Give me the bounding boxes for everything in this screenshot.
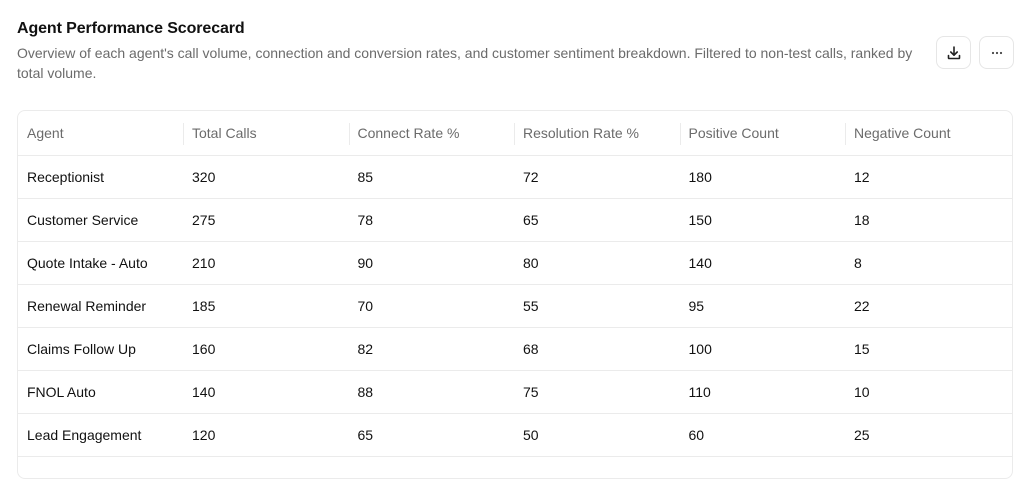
cell-agent: Claims Follow Up: [18, 327, 183, 371]
cell-resolution-rate: 80: [514, 241, 680, 285]
cell-connect-rate: 90: [348, 241, 514, 285]
cell-total-calls: 140: [183, 370, 349, 414]
cell-resolution-rate: 68: [514, 327, 680, 371]
cell-connect-rate: 85: [348, 155, 514, 199]
cell-connect-rate: 82: [348, 327, 514, 371]
card-header: Agent Performance Scorecard Overview of …: [17, 19, 917, 83]
cell-negative-count: 15: [845, 327, 1012, 371]
cell-positive-count: 180: [679, 155, 845, 199]
cell-positive-count: 150: [679, 198, 845, 242]
cell-agent: Customer Service: [18, 198, 183, 242]
column-header-connect-rate[interactable]: Connect Rate %: [348, 111, 514, 156]
table-body: Receptionist 320 85 72 180 12 Customer Service…: [18, 155, 1012, 457]
cell-resolution-rate: 75: [514, 370, 680, 414]
table-row: Renewal Reminder 185 70 55 95 22: [18, 284, 1012, 328]
cell-connect-rate: 70: [348, 284, 514, 328]
cell-resolution-rate: 50: [514, 413, 680, 457]
table-header: Agent Total Calls Connect Rate % Resolution…: [18, 111, 1012, 156]
scorecard-table: Agent Total Calls Connect Rate % Resolution…: [18, 111, 1012, 457]
table-row: Customer Service 275 78 65 150 18: [18, 198, 1012, 242]
column-header-agent[interactable]: Agent: [18, 111, 183, 156]
column-header-negative-count[interactable]: Negative Count: [845, 111, 1012, 156]
column-header-positive-count[interactable]: Positive Count: [679, 111, 845, 156]
cell-resolution-rate: 65: [514, 198, 680, 242]
cell-connect-rate: 78: [348, 198, 514, 242]
cell-connect-rate: 65: [348, 413, 514, 457]
download-icon: [947, 45, 960, 59]
cell-agent: Lead Engagement: [18, 413, 183, 457]
cell-agent: Receptionist: [18, 155, 183, 199]
cell-negative-count: 8: [845, 241, 1012, 285]
more-options-button[interactable]: [979, 36, 1014, 69]
cell-total-calls: 275: [183, 198, 349, 242]
cell-total-calls: 210: [183, 241, 349, 285]
table-row: Lead Engagement 120 65 50 60 25: [18, 413, 1012, 457]
download-button[interactable]: [936, 36, 971, 69]
cell-negative-count: 22: [845, 284, 1012, 328]
cell-total-calls: 185: [183, 284, 349, 328]
cell-agent: FNOL Auto: [18, 370, 183, 414]
cell-negative-count: 18: [845, 198, 1012, 242]
cell-positive-count: 60: [679, 413, 845, 457]
table-row: Quote Intake - Auto 210 90 80 140 8: [18, 241, 1012, 285]
cell-resolution-rate: 72: [514, 155, 680, 199]
page-title: Agent Performance Scorecard: [17, 20, 245, 37]
column-header-total-calls[interactable]: Total Calls: [183, 111, 349, 156]
cell-negative-count: 25: [845, 413, 1012, 457]
cell-resolution-rate: 55: [514, 284, 680, 328]
cell-agent: Quote Intake - Auto: [18, 241, 183, 285]
page-subtitle: Overview of each agent's call volume, co…: [17, 45, 913, 81]
cell-total-calls: 160: [183, 327, 349, 371]
cell-total-calls: 120: [183, 413, 349, 457]
header-row: Agent Total Calls Connect Rate % Resolution…: [18, 111, 1012, 156]
cell-connect-rate: 88: [348, 370, 514, 414]
cell-positive-count: 140: [679, 241, 845, 285]
scorecard-table-container: Agent Total Calls Connect Rate % Resolution…: [17, 110, 1013, 479]
column-header-resolution-rate[interactable]: Resolution Rate %: [514, 111, 680, 156]
table-row: Receptionist 320 85 72 180 12: [18, 155, 1012, 199]
cell-positive-count: 110: [679, 370, 845, 414]
more-horizontal-icon: [991, 51, 1002, 54]
cell-agent: Renewal Reminder: [18, 284, 183, 328]
table-row: Claims Follow Up 160 82 68 100 15: [18, 327, 1012, 371]
cell-negative-count: 10: [845, 370, 1012, 414]
cell-total-calls: 320: [183, 155, 349, 199]
table-row: FNOL Auto 140 88 75 110 10: [18, 370, 1012, 414]
cell-positive-count: 100: [679, 327, 845, 371]
cell-positive-count: 95: [679, 284, 845, 328]
cell-negative-count: 12: [845, 155, 1012, 199]
